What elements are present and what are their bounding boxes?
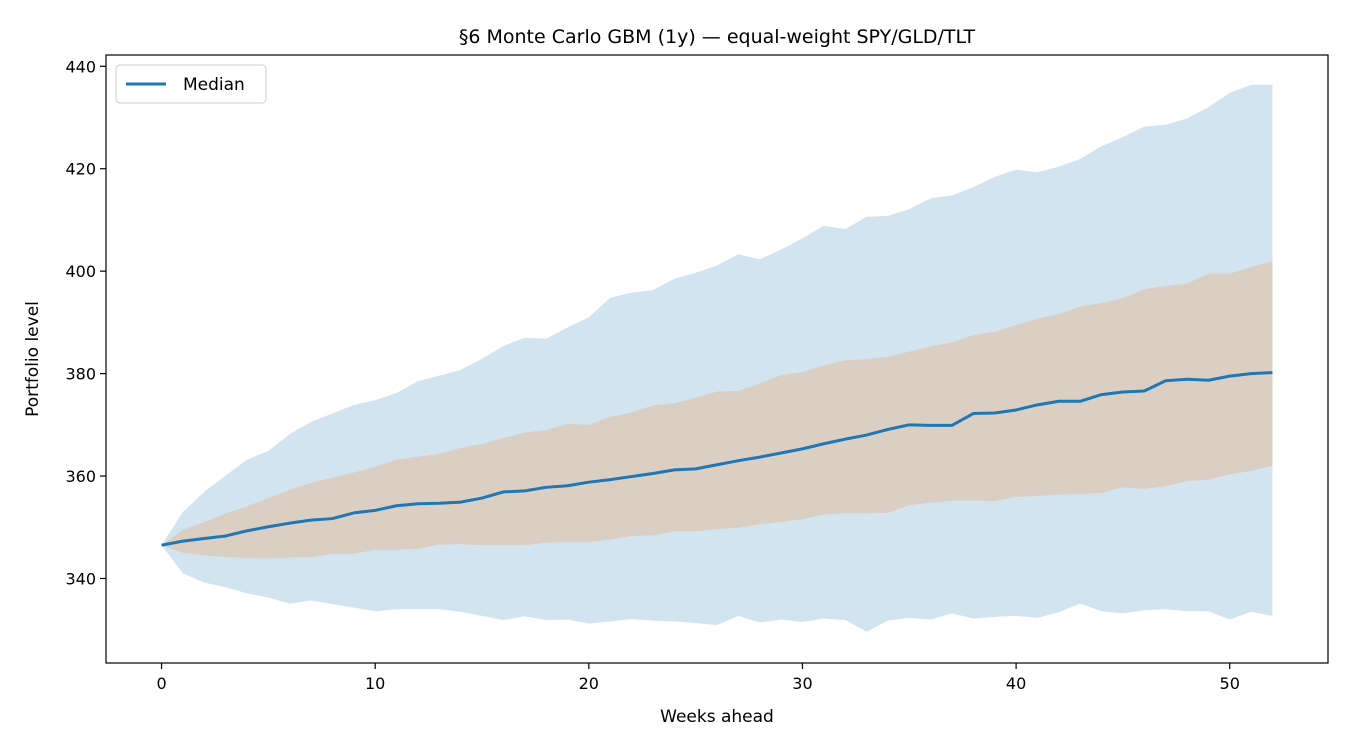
x-axis-ticks: 0 10 20 30 40 50 bbox=[156, 663, 1240, 693]
y-tick-label: 360 bbox=[65, 467, 96, 486]
legend: Median bbox=[115, 64, 267, 104]
x-tick-label: 40 bbox=[1006, 674, 1026, 693]
outer-band bbox=[161, 84, 1273, 632]
x-tick-label: 50 bbox=[1220, 674, 1240, 693]
axes-frame bbox=[105, 54, 1329, 664]
y-tick-label: 400 bbox=[65, 262, 96, 281]
inner-band bbox=[161, 260, 1273, 559]
y-tick-label: 340 bbox=[65, 569, 96, 588]
x-tick-label: 20 bbox=[579, 674, 599, 693]
legend-median-label: Median bbox=[183, 75, 245, 95]
plot-area bbox=[161, 84, 1273, 632]
chart-title: §6 Monte Carlo GBM (1y) — equal-weight S… bbox=[459, 26, 976, 48]
series-lines bbox=[161, 371, 1273, 547]
series-line-median bbox=[161, 371, 1273, 547]
y-tick-label: 380 bbox=[65, 365, 96, 384]
x-tick-label: 0 bbox=[156, 674, 166, 693]
legend-box bbox=[115, 64, 267, 104]
x-tick-label: 30 bbox=[792, 674, 812, 693]
y-tick-label: 420 bbox=[65, 160, 96, 179]
y-axis-label: Portfolio level bbox=[23, 301, 43, 417]
y-axis-ticks: 340 360 380 400 420 440 bbox=[65, 57, 106, 588]
bands bbox=[161, 84, 1273, 632]
x-tick-label: 10 bbox=[365, 674, 385, 693]
y-tick-label: 440 bbox=[65, 57, 96, 76]
x-axis-label: Weeks ahead bbox=[660, 707, 774, 727]
